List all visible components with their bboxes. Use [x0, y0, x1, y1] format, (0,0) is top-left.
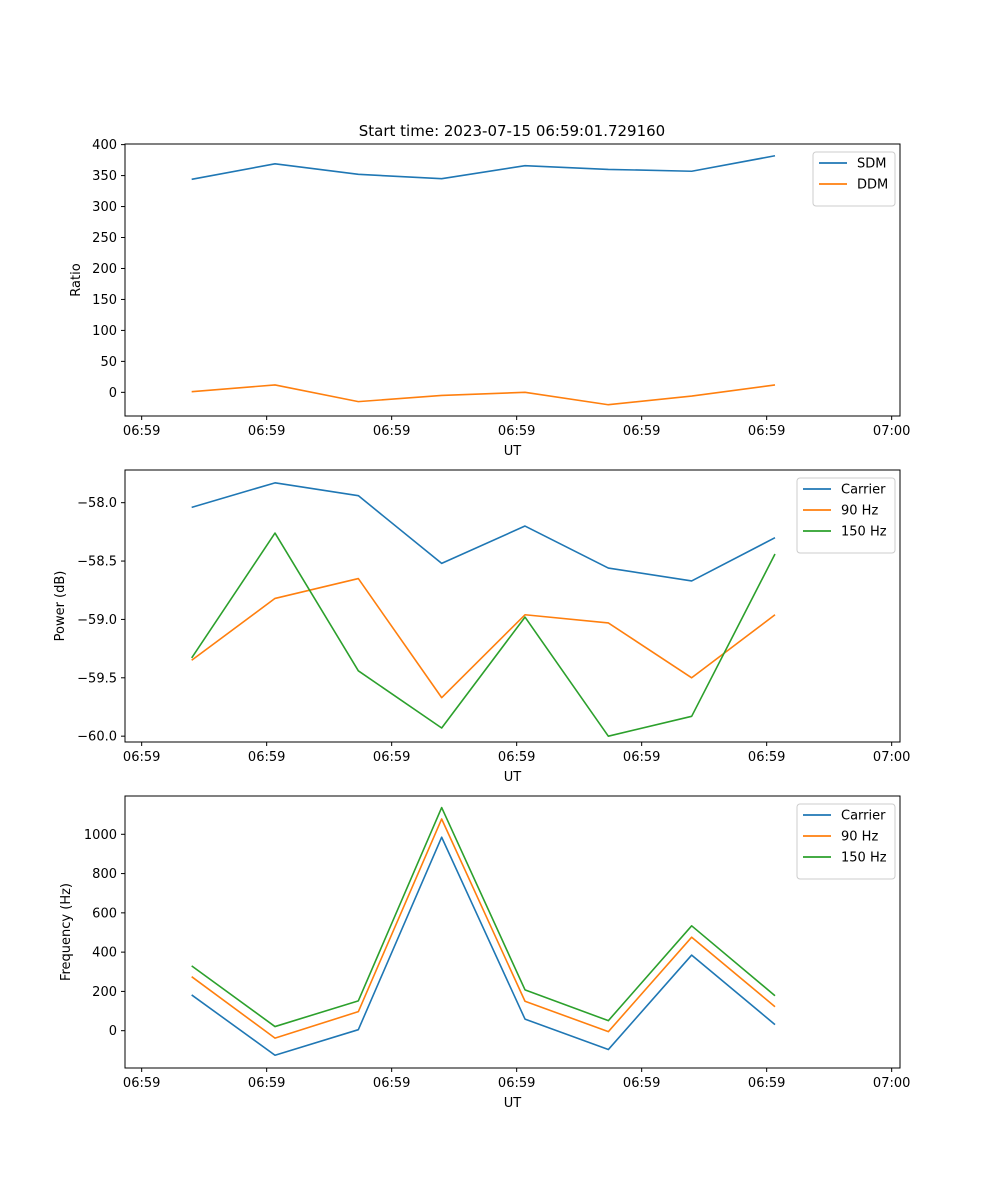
x-axis-label: UT — [504, 1096, 522, 1111]
y-tick-label: 600 — [92, 906, 117, 921]
panel-1: 06:59 06:59 06:59 06:59 06:59 06:59 07:00 0 50 10… — [69, 138, 910, 459]
x-axis-label: UT — [504, 770, 522, 785]
x-axis-label: UT — [504, 444, 522, 459]
y-axis-label: Power (dB) — [53, 571, 68, 642]
y-tick-label: 1000 — [84, 828, 117, 843]
y-tick-label: −58.0 — [77, 496, 117, 511]
legend-frame — [796, 803, 896, 880]
x-tick-label: 06:59 — [373, 750, 410, 765]
x-tick-label: 06:59 — [123, 424, 160, 439]
y-tick-label: 200 — [92, 985, 117, 1000]
x-tick-label: 06:59 — [623, 424, 660, 439]
axes-frame — [124, 469, 901, 743]
y-tick-label: −59.5 — [77, 671, 117, 686]
series-line-90-hz — [191, 577, 776, 699]
x-tick-label: 06:59 — [498, 424, 535, 439]
legend-label: 90 Hz — [841, 830, 878, 845]
y-axis-label: Ratio — [69, 263, 84, 296]
x-tick-label: 06:59 — [373, 424, 410, 439]
x-tick-label: 06:59 — [248, 750, 285, 765]
x-tick-label: 06:59 — [623, 750, 660, 765]
y-tick-label: 50 — [100, 355, 117, 370]
legend-label: 150 Hz — [841, 851, 887, 866]
x-tick-label: 07:00 — [873, 1076, 910, 1091]
legend-label: DDM — [857, 178, 888, 193]
series-line-90-hz — [191, 818, 776, 1039]
y-tick-label: 300 — [92, 200, 117, 215]
series-line-carrier — [191, 482, 776, 582]
y-tick-label: 150 — [92, 293, 117, 308]
x-tick-label: 06:59 — [498, 750, 535, 765]
y-tick-label: −60.0 — [77, 730, 117, 745]
x-tick-label: 06:59 — [748, 750, 785, 765]
y-axis-label: Frequency (Hz) — [59, 883, 74, 981]
legend: SDM DDM — [812, 151, 896, 207]
series-line-150-hz — [191, 532, 776, 737]
y-tick-label: −59.0 — [77, 613, 117, 628]
x-tick-label: 06:59 — [498, 1076, 535, 1091]
x-tick-label: 06:59 — [623, 1076, 660, 1091]
x-tick-label: 06:59 — [373, 1076, 410, 1091]
legend: Carrier 90 Hz 150 Hz — [796, 477, 896, 554]
legend-label: 150 Hz — [841, 525, 887, 540]
legend-label: Carrier — [841, 809, 886, 824]
x-tick-label: 06:59 — [748, 424, 785, 439]
x-tick-label: 07:00 — [873, 424, 910, 439]
legend-label: Carrier — [841, 483, 886, 498]
y-tick-label: 350 — [92, 169, 117, 184]
legend: Carrier 90 Hz 150 Hz — [796, 803, 896, 880]
y-tick-label: 0 — [109, 1024, 117, 1039]
y-tick-label: 800 — [92, 867, 117, 882]
x-tick-label: 06:59 — [123, 1076, 160, 1091]
x-tick-label: 07:00 — [873, 750, 910, 765]
series-line-150-hz — [191, 806, 776, 1028]
axes-frame — [124, 143, 901, 417]
y-tick-label: 400 — [92, 946, 117, 961]
axes-frame — [124, 795, 901, 1069]
y-tick-label: −58.5 — [77, 555, 117, 570]
series-line-ddm — [191, 384, 776, 406]
series-line-carrier — [191, 836, 776, 1057]
x-tick-label: 06:59 — [248, 424, 285, 439]
legend-label: 90 Hz — [841, 504, 878, 519]
y-tick-label: 100 — [92, 324, 117, 339]
y-tick-label: 0 — [109, 386, 117, 401]
legend-frame — [796, 477, 896, 554]
x-tick-label: 06:59 — [248, 1076, 285, 1091]
y-tick-label: 250 — [92, 231, 117, 246]
x-tick-label: 06:59 — [748, 1076, 785, 1091]
y-tick-label: 200 — [92, 262, 117, 277]
panel-3: 06:59 06:59 06:59 06:59 06:59 06:59 07:00 0 200 4… — [59, 795, 910, 1111]
panel-2: 06:59 06:59 06:59 06:59 06:59 06:59 07:00 −60.0… — [53, 469, 910, 785]
y-tick-label: 400 — [92, 138, 117, 153]
series-line-sdm — [191, 154, 776, 181]
legend-frame — [812, 151, 896, 207]
legend-label: SDM — [857, 157, 886, 172]
figure-title: Start time: 2023-07-15 06:59:01.729160 — [359, 122, 665, 140]
x-tick-label: 06:59 — [123, 750, 160, 765]
